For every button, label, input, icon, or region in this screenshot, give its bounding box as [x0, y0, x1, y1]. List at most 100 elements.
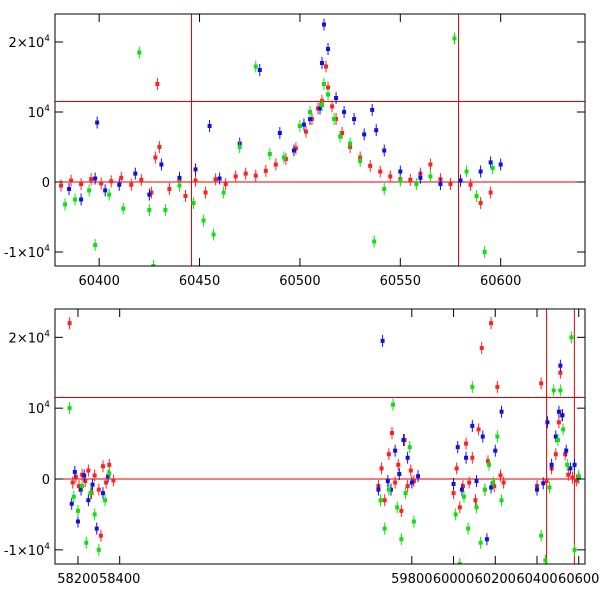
data-point [151, 264, 156, 266]
data-point [416, 474, 421, 479]
data-point [267, 152, 272, 156]
data-point [455, 445, 460, 450]
data-point [207, 124, 212, 128]
data-point [457, 562, 462, 564]
data-point [407, 445, 412, 450]
data-point [75, 508, 80, 513]
data-point [492, 484, 497, 489]
data-point [100, 491, 105, 496]
data-point [409, 480, 414, 485]
data-point [293, 146, 298, 151]
data-point [59, 183, 64, 188]
data-point [558, 363, 563, 368]
data-point [217, 176, 222, 181]
data-point [558, 370, 563, 375]
y-tick-label: -1×104 [4, 244, 50, 261]
data-point [147, 192, 152, 197]
data-point [253, 173, 258, 178]
data-point [403, 491, 408, 496]
data-point [96, 547, 101, 552]
data-point [464, 441, 469, 446]
data-point [67, 187, 72, 191]
data-point [309, 117, 314, 121]
x-tick-label: 60550 [380, 274, 421, 289]
data-point [104, 480, 109, 485]
data-point [564, 448, 569, 453]
data-point [340, 131, 345, 135]
series-green [67, 331, 581, 564]
data-point [489, 485, 494, 490]
data-point [495, 384, 500, 389]
data-point [378, 169, 383, 174]
data-point [372, 239, 377, 244]
data-point [84, 540, 89, 545]
data-point [544, 479, 549, 484]
data-point [193, 167, 198, 172]
data-point [320, 61, 325, 65]
data-point [358, 159, 363, 163]
data-point [119, 175, 124, 180]
data-point [88, 491, 93, 496]
data-point [167, 187, 172, 191]
data-point [551, 388, 556, 393]
x-tick-label: 60400 [516, 572, 557, 587]
y-tick-label: 104 [28, 400, 51, 417]
data-point [382, 526, 387, 531]
data-point [382, 148, 387, 153]
data-point [191, 201, 196, 205]
data-point [177, 175, 182, 180]
data-point [324, 64, 329, 69]
data-point [467, 480, 472, 485]
data-point [153, 155, 158, 160]
chart-panel-1: 60400 60450 60500 60550 60600 -1×104 0 104 2×104 [4, 13, 586, 289]
data-point [398, 169, 403, 174]
series-green [63, 32, 495, 266]
data-point [379, 466, 384, 471]
data-point [155, 82, 160, 86]
data-point [338, 134, 343, 139]
data-point [79, 182, 84, 187]
data-point [464, 169, 469, 174]
data-point [459, 487, 464, 492]
data-point [193, 178, 198, 183]
data-point [73, 474, 78, 479]
data-point [535, 487, 540, 492]
data-point [334, 96, 339, 100]
data-point [408, 177, 413, 182]
data-point [318, 106, 322, 111]
data-point [487, 462, 492, 467]
data-point [556, 409, 561, 414]
data-point [67, 406, 72, 411]
data-point [263, 168, 268, 173]
data-point [147, 208, 152, 212]
data-point [428, 174, 433, 179]
data-point [474, 505, 479, 510]
data-point [549, 462, 554, 467]
data-point [183, 194, 188, 198]
data-point [273, 162, 278, 167]
data-point [568, 466, 573, 471]
data-point [388, 174, 393, 179]
data-point [491, 480, 496, 485]
data-point [322, 22, 327, 27]
x-tick-label: 58400 [99, 572, 140, 587]
data-point [177, 183, 182, 188]
data-point [149, 190, 154, 195]
data-point [539, 381, 544, 386]
data-point [474, 194, 479, 198]
data-point [566, 472, 571, 477]
data-point [541, 481, 546, 486]
data-point [326, 85, 331, 90]
data-point [92, 473, 97, 478]
data-point [555, 438, 560, 443]
data-point [397, 472, 402, 477]
data-point [470, 455, 475, 460]
data-point [539, 533, 544, 538]
data-point [482, 250, 487, 254]
data-point [399, 537, 404, 542]
data-point [326, 47, 331, 51]
data-point [80, 484, 85, 489]
data-point [451, 491, 456, 496]
data-point [391, 402, 396, 407]
plot-frame [54, 13, 586, 267]
